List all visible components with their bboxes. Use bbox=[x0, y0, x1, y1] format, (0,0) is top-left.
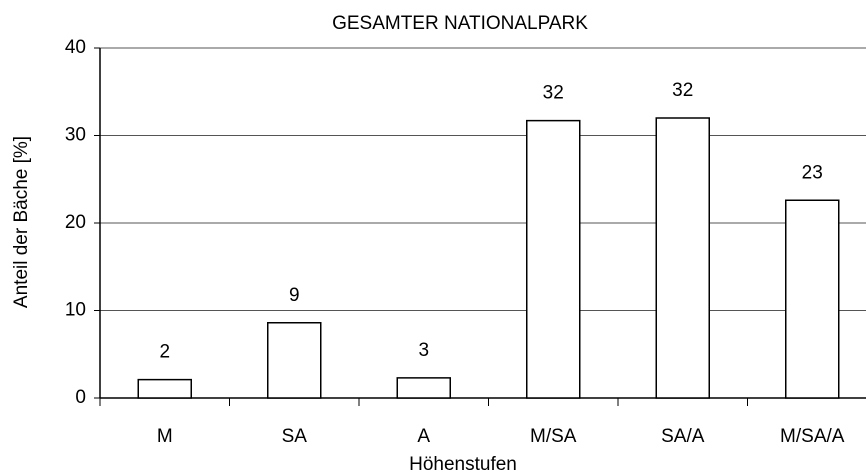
bar bbox=[785, 199, 840, 399]
value-label: 32 bbox=[543, 83, 564, 104]
x-tick-label: M bbox=[157, 426, 173, 447]
value-label: 23 bbox=[802, 162, 823, 183]
bar bbox=[526, 119, 581, 399]
x-axis-label: Höhenstufen bbox=[409, 454, 517, 475]
bar bbox=[137, 378, 192, 399]
x-tick-label: SA bbox=[282, 426, 308, 447]
y-tick-label: 0 bbox=[75, 387, 86, 408]
bar bbox=[655, 117, 710, 399]
y-tick-label: 10 bbox=[65, 300, 86, 321]
value-label: 2 bbox=[159, 342, 170, 363]
chart-title: GESAMTER NATIONALPARK bbox=[332, 13, 588, 34]
bar bbox=[267, 322, 322, 399]
y-tick-label: 40 bbox=[65, 37, 86, 58]
x-tick-label: M/SA bbox=[530, 426, 577, 447]
y-tick-label: 20 bbox=[65, 212, 86, 233]
bar bbox=[396, 377, 451, 399]
value-label: 32 bbox=[672, 80, 693, 101]
value-label: 9 bbox=[289, 285, 300, 306]
y-tick-label: 30 bbox=[65, 125, 86, 146]
x-tick-label: SA/A bbox=[661, 426, 705, 447]
value-label: 3 bbox=[418, 340, 429, 361]
x-tick-label: A bbox=[417, 426, 430, 447]
y-axis-label: Anteil der Bäche [%] bbox=[11, 136, 32, 308]
x-tick-label: M/SA/A bbox=[780, 426, 845, 447]
